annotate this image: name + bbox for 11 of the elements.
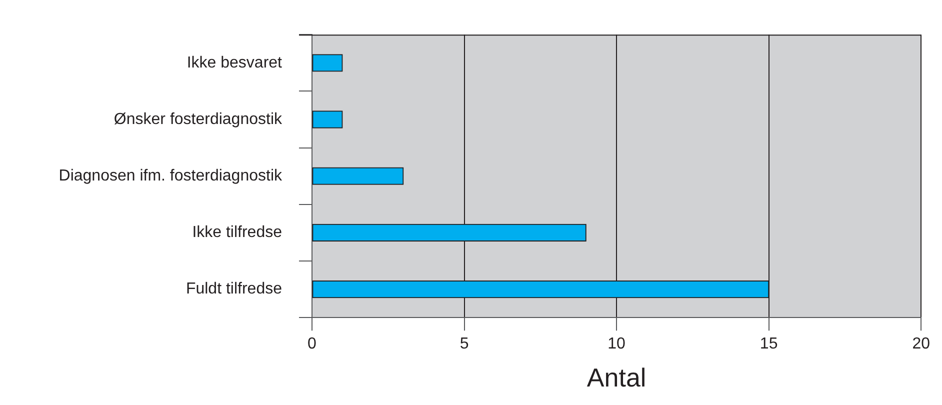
y-tick-label: Ikke tilfredse [192, 224, 282, 242]
x-tick-label: 10 [608, 336, 626, 353]
x-tick-label: 20 [912, 336, 930, 353]
x-tick-label: 5 [460, 336, 469, 353]
y-tick-label: Ønsker fosterdiagnostik [114, 110, 283, 128]
x-tick-label: 15 [760, 336, 778, 353]
x-axis-title: Antal [586, 362, 646, 393]
y-tick-label: Ikke besvaret [186, 54, 283, 72]
x-tick-label: 0 [308, 336, 317, 353]
y-tick-label: Diagnosen ifm. fosterdiagnostik [58, 168, 283, 185]
y-tick-label: Fuldt tilfredse [186, 280, 282, 298]
